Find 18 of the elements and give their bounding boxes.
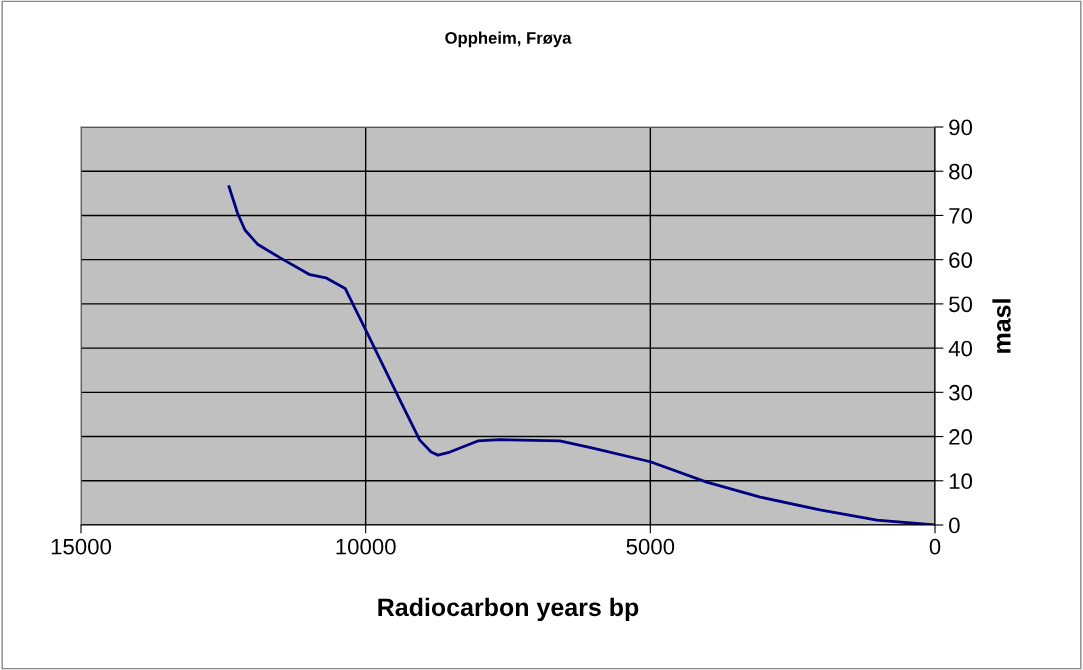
y-tick-label: 0	[949, 517, 960, 534]
line-series	[227, 185, 935, 525]
y-axis-title: masl	[992, 299, 1011, 353]
y-tick-label: 60	[949, 252, 973, 268]
y-tick-label: 10	[949, 473, 973, 490]
y-tick-label: 90	[949, 119, 973, 136]
x-tick-label: 0	[929, 538, 941, 555]
y-tick-label: 30	[949, 384, 973, 401]
x-tick-label: 5000	[626, 538, 675, 555]
chart-title: Oppheim, Frøya	[445, 31, 572, 48]
y-tick-label: 70	[949, 207, 973, 224]
y-tick-label: 50	[949, 296, 973, 313]
y-tick-label: 40	[948, 340, 973, 357]
x-tick-label: 10000	[336, 538, 396, 555]
x-axis-title: Radiocarbon years bp	[378, 597, 639, 622]
y-tick-label: 80	[949, 163, 973, 180]
x-tick-label: 15000	[51, 538, 112, 555]
y-tick-label: 20	[949, 429, 973, 445]
